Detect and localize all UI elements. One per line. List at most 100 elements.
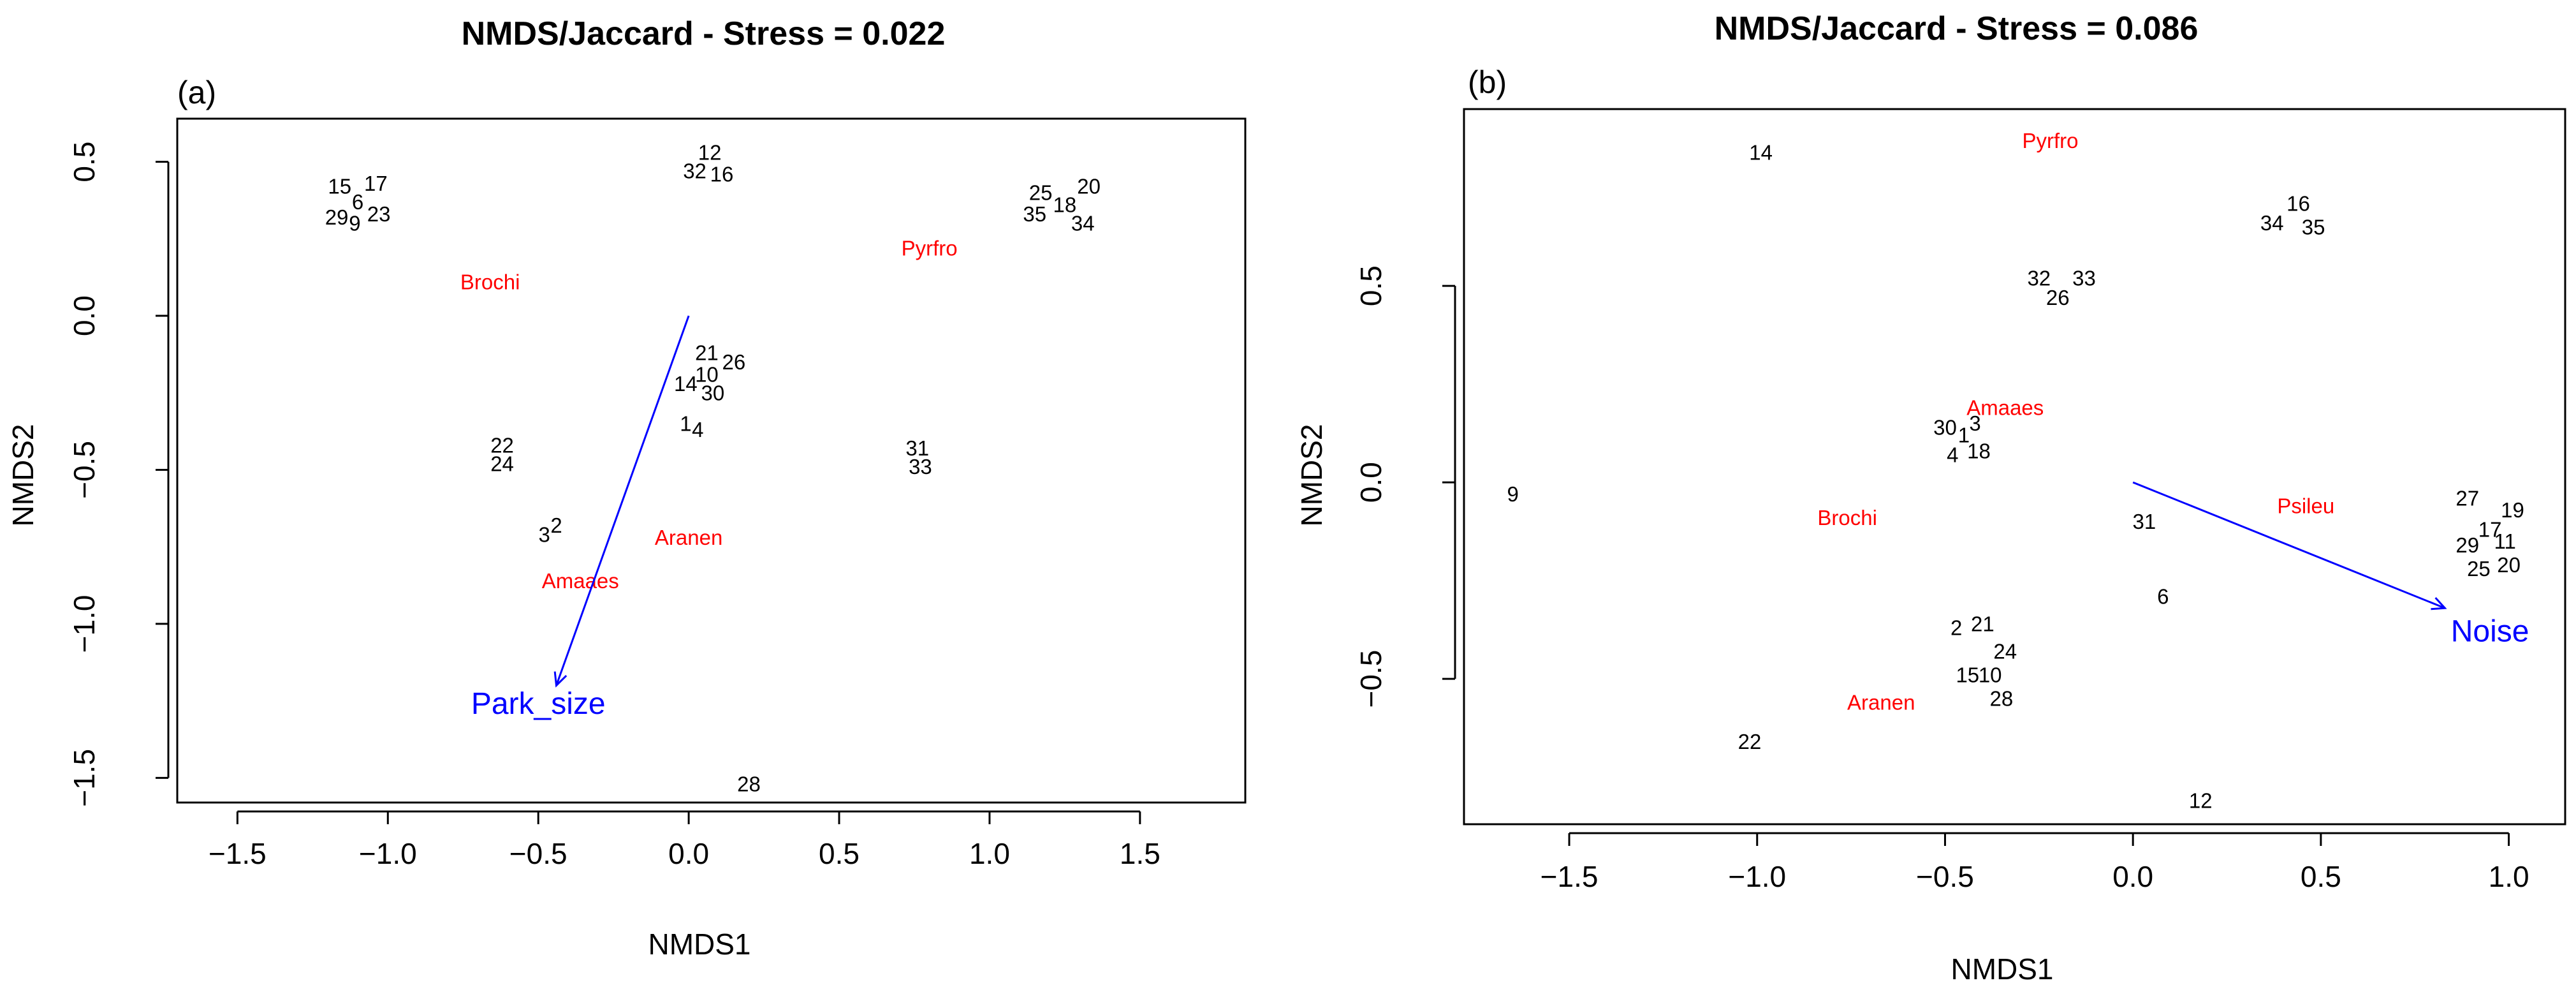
panel-a-site-label-9: 9 [349, 212, 360, 235]
panel-b-species-label-aranen: Aranen [1847, 691, 1915, 714]
panel-b-site-label-9: 9 [1507, 482, 1518, 506]
panel-b-x-tick-label: −1.5 [1540, 860, 1599, 893]
panel-b-site-label-28: 28 [1990, 686, 2014, 710]
panel-a-species-label-pyrfro: Pyrfro [902, 236, 958, 260]
panel-a-y-tick-label: −1.0 [68, 595, 101, 653]
panel-b-y-axis-label: NMDS2 [1295, 424, 1328, 526]
panel-b-species-label-brochi: Brochi [1817, 506, 1877, 529]
panel-a-y-tick-label: −1.5 [68, 749, 101, 807]
panel-a-site-label-3: 3 [538, 522, 550, 546]
panel-b-site-label-34: 34 [2260, 211, 2284, 235]
panel-a-plot-frame [176, 117, 1247, 804]
panel-a-x-tick-label: −1.0 [359, 837, 417, 870]
panel-b-site-label-19: 19 [2501, 498, 2524, 522]
panel-b-site-label-17: 17 [2478, 518, 2502, 542]
panel-a-site-label-4: 4 [692, 418, 703, 441]
panel-a-site-label-34: 34 [1071, 212, 1095, 235]
panel-b-x-tick-label: 0.0 [2112, 860, 2153, 893]
panel-a-site-label-14: 14 [674, 372, 698, 396]
panel-a-label: (a) [177, 75, 216, 110]
panel-b-x-tick-label: 0.5 [2301, 860, 2341, 893]
panel-a-x-tick-label: 0.5 [819, 837, 860, 870]
panel-a-site-label-32: 32 [683, 159, 706, 183]
panel-a-x-tick-label: 1.0 [969, 837, 1010, 870]
panel-b-species-label-pyrfro: Pyrfro [2022, 129, 2078, 152]
panel-a-site-label-6: 6 [352, 190, 363, 214]
panel-b-plot-frame [1463, 108, 2566, 825]
panel-a-site-label-18: 18 [1053, 193, 1077, 217]
panel-a-site-label-10: 10 [695, 362, 719, 386]
panel-a-site-label-23: 23 [367, 202, 391, 226]
panel-a-y-tick-label: 0.5 [68, 142, 101, 182]
panel-a-site-label-24: 24 [490, 452, 514, 475]
panel-b-site-label-32: 32 [2027, 266, 2051, 290]
panel-b-site-label-14: 14 [1749, 140, 1773, 164]
panel-b-site-label-3: 3 [1969, 411, 1980, 435]
panel-a-site-label-20: 20 [1077, 175, 1101, 198]
panel-b-site-label-15: 15 [1956, 663, 1979, 686]
panel-b-site-label-10: 10 [1979, 663, 2002, 686]
panel-b-site-label-22: 22 [1738, 730, 1762, 753]
panel-b-vector-arrow [2132, 481, 2445, 609]
panel-a-site-label-1: 1 [680, 412, 691, 436]
panel-a-x-tick-label: −0.5 [509, 837, 567, 870]
panel-b-label: (b) [1468, 64, 1507, 100]
panel-b-site-label-25: 25 [2467, 557, 2491, 581]
panel-a-site-label-15: 15 [328, 175, 351, 198]
panel-b-site-label-30: 30 [1933, 415, 1957, 439]
panel-b-x-tick-label: −0.5 [1916, 860, 1974, 893]
panel-b-vector-arrowhead [2431, 596, 2447, 611]
panel-b-site-label-12: 12 [2189, 789, 2213, 813]
panel-b-site-label-4: 4 [1947, 443, 1958, 467]
panel-a-site-label-12: 12 [698, 141, 722, 165]
panel-a-x-tick-label: 1.5 [1120, 837, 1160, 870]
panel-b: NMDS/Jaccard - Stress = 0.086 (b) NMDS1 … [1295, 10, 2566, 986]
panel-a-site-label-22: 22 [490, 433, 514, 457]
panel-a-site-label-17: 17 [364, 172, 388, 195]
panel-b-site-label-35: 35 [2302, 215, 2325, 239]
panel-b-y-tick-label: 0.0 [1354, 462, 1387, 503]
panel-a-site-label-21: 21 [695, 341, 719, 364]
panel-a-site-label-29: 29 [325, 205, 349, 229]
panel-a-vector-arrow [555, 315, 690, 686]
panel-b-site-label-31: 31 [2132, 510, 2156, 533]
panel-b-site-label-27: 27 [2455, 486, 2479, 510]
panel-b-vector-label: Noise [2451, 615, 2529, 649]
panel-a-vector-label: Park_size [471, 687, 606, 721]
panel-b-site-label-1: 1 [1958, 424, 1970, 447]
panel-a-species-label-aranen: Aranen [655, 526, 722, 549]
panel-b-species-label-psileu: Psileu [2277, 494, 2334, 518]
panel-a-y-tick-label: −0.5 [68, 441, 101, 499]
panel-b-y-tick-label: 0.5 [1354, 265, 1387, 306]
panel-a-site-label-26: 26 [722, 350, 746, 374]
panel-b-site-label-16: 16 [2287, 191, 2310, 215]
panel-b-site-label-2: 2 [1950, 616, 1962, 640]
panel-b-x-tick-label: −1.0 [1728, 860, 1786, 893]
panel-b-site-label-21: 21 [1971, 612, 1994, 635]
panel-b-site-label-29: 29 [2455, 533, 2479, 557]
panel-b-y-tick-label: −0.5 [1354, 650, 1387, 708]
panel-b-site-label-18: 18 [1967, 439, 1991, 463]
panel-a-y-tick-label: 0.0 [68, 295, 101, 336]
panel-a-site-label-25: 25 [1029, 181, 1053, 204]
panel-a-site-label-30: 30 [701, 381, 724, 404]
panel-a-site-label-35: 35 [1023, 202, 1046, 226]
panel-a-species-label-amaaes: Amaaes [542, 569, 619, 593]
panel-a-title: NMDS/Jaccard - Stress = 0.022 [462, 15, 946, 52]
panel-a-site-label-16: 16 [710, 162, 734, 186]
panel-b-site-label-33: 33 [2072, 266, 2096, 290]
panel-a-site-label-28: 28 [737, 773, 761, 796]
panel-a-x-tick-label: 0.0 [668, 837, 709, 870]
panel-a-site-label-2: 2 [550, 514, 562, 537]
panel-a-species-label-brochi: Brochi [460, 270, 520, 293]
panel-a-y-axis-label: NMDS2 [6, 424, 40, 526]
panel-a-x-tick-label: −1.5 [209, 837, 267, 870]
panel-a-vector-arrowhead [553, 671, 567, 688]
panel-a: NMDS/Jaccard - Stress = 0.022 (a) NMDS1 … [6, 15, 1247, 961]
panel-b-site-label-11: 11 [2494, 529, 2516, 553]
panel-a-site-label-31: 31 [905, 436, 929, 460]
panel-b-site-label-24: 24 [1993, 639, 2017, 663]
panel-b-species-label-amaaes: Amaaes [1966, 396, 2044, 420]
panel-b-site-label-20: 20 [2497, 553, 2521, 577]
